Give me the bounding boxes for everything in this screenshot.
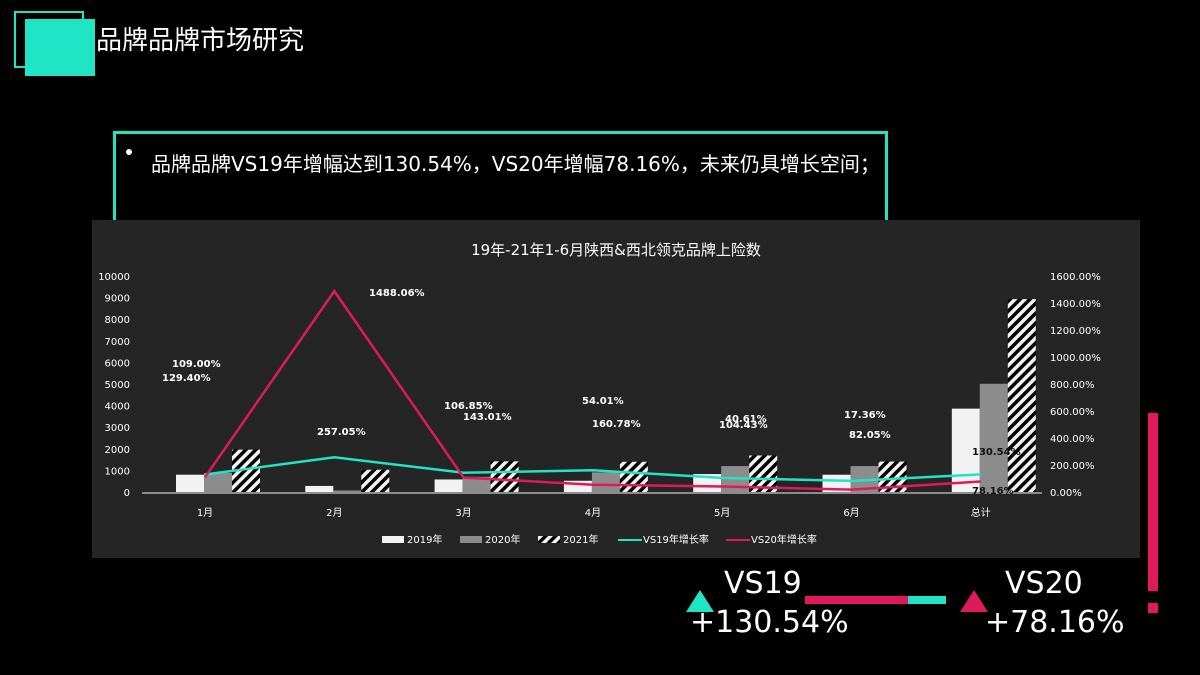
legend-entry: 2020年 bbox=[485, 533, 520, 546]
line-VS20年增长率 bbox=[203, 288, 981, 491]
data-label-vs20: 54.01% bbox=[582, 396, 624, 407]
y-left-tick: 2000 bbox=[105, 445, 130, 456]
bar-2021年 bbox=[1007, 299, 1036, 492]
y-left-tick: 6000 bbox=[105, 358, 130, 369]
bullet-icon bbox=[126, 149, 132, 155]
y-right-tick: 200.00% bbox=[1050, 461, 1095, 472]
bar-2020年 bbox=[462, 476, 491, 492]
y-left-tick: 9000 bbox=[105, 294, 130, 305]
legend-entry: 2021年 bbox=[563, 533, 598, 546]
combo-chart: 19年-21年1-6月陕西&西北领克品牌上险数 0 1000 2000 3000 4000… bbox=[98, 241, 1101, 546]
y-left-tick: 4000 bbox=[105, 402, 130, 413]
x-tick: 1月 bbox=[197, 507, 213, 519]
y-right-tick: 0.00% bbox=[1050, 488, 1082, 499]
ratio-bar-pink bbox=[805, 596, 908, 604]
kpi-vs19-value: +130.54% bbox=[690, 605, 849, 640]
data-label-vs19: 130.54% bbox=[972, 447, 1021, 458]
bar-2019年 bbox=[563, 480, 592, 492]
ratio-bar-teal bbox=[908, 596, 946, 604]
page-title: 品牌品牌市场研究 bbox=[96, 26, 305, 56]
kpi-vs20-label: VS20 bbox=[1005, 566, 1083, 601]
logo-mark-fill bbox=[25, 19, 95, 76]
y-right-tick: 1600.00% bbox=[1050, 272, 1101, 283]
bar-2021年 bbox=[490, 461, 519, 492]
x-tick: 5月 bbox=[714, 507, 730, 519]
y-left-tick: 8000 bbox=[105, 315, 130, 326]
exclamation-icon bbox=[1148, 413, 1158, 591]
bar-2020年 bbox=[204, 472, 232, 492]
kpi-vs20-value: +78.16% bbox=[985, 605, 1125, 640]
chart-panel: 19年-21年1-6月陕西&西北领克品牌上险数 0 1000 2000 3000 4000… bbox=[92, 220, 1140, 558]
data-label-vs19: 143.01% bbox=[463, 412, 512, 423]
bar-2021年 bbox=[619, 461, 648, 492]
y-right-tick: 800.00% bbox=[1050, 380, 1095, 391]
legend-entry: 2019年 bbox=[407, 533, 442, 546]
summary-box: 品牌品牌VS19年增幅达到130.54%，VS20年增幅78.16%，未来仍具增… bbox=[113, 131, 888, 241]
summary-text: 品牌品牌VS19年增幅达到130.54%，VS20年增幅78.16%，未来仍具增… bbox=[151, 152, 880, 176]
y-left-tick: 5000 bbox=[105, 380, 130, 391]
bar-2019年 bbox=[951, 408, 980, 492]
data-label-vs20: 40.61% bbox=[725, 414, 767, 425]
x-tick: 3月 bbox=[455, 507, 471, 519]
bar-2020年 bbox=[979, 383, 1008, 492]
data-label-vs19: 129.40% bbox=[162, 373, 211, 384]
y-left-tick: 10000 bbox=[98, 272, 130, 283]
y-left-tick: 7000 bbox=[105, 337, 130, 348]
data-label-vs20: 78.16% bbox=[972, 486, 1014, 497]
up-triangle-icon bbox=[960, 590, 988, 612]
y-left-tick: 0 bbox=[124, 488, 130, 499]
x-tick: 总计 bbox=[971, 506, 991, 519]
bar-2019年 bbox=[822, 474, 851, 492]
logo-mark-outline bbox=[14, 11, 95, 76]
legend-entry: VS19年增长率 bbox=[643, 533, 709, 546]
bar-2019年 bbox=[305, 485, 334, 492]
data-label-vs20: 17.36% bbox=[844, 410, 886, 421]
data-label-vs19: 160.78% bbox=[592, 419, 641, 430]
line-VS19年增长率 bbox=[204, 456, 981, 483]
bar-2019年 bbox=[434, 479, 463, 492]
bar-2020年 bbox=[591, 472, 620, 492]
y-left-tick: 1000 bbox=[105, 466, 130, 477]
data-label-vs19: 257.05% bbox=[317, 427, 366, 438]
bar-2021年 bbox=[749, 455, 778, 492]
legend-entry: VS20年增长率 bbox=[751, 533, 817, 546]
y-right-tick: 1400.00% bbox=[1050, 299, 1101, 310]
x-tick: 2月 bbox=[326, 507, 342, 519]
data-label-vs20: 109.00% bbox=[172, 359, 221, 370]
y-left-tick: 3000 bbox=[105, 423, 130, 434]
y-right-tick: 1200.00% bbox=[1050, 326, 1101, 337]
bar-2021年 bbox=[361, 469, 390, 492]
y-right-tick: 600.00% bbox=[1050, 407, 1095, 418]
y-right-tick: 1000.00% bbox=[1050, 353, 1101, 364]
kpi-vs19-label: VS19 bbox=[724, 566, 802, 601]
data-label-vs19: 104.43% bbox=[719, 420, 768, 431]
data-label-vs20: 106.85% bbox=[444, 401, 493, 412]
exclamation-dot-icon bbox=[1148, 603, 1158, 613]
x-tick: 6月 bbox=[843, 507, 859, 519]
x-tick: 4月 bbox=[585, 507, 601, 519]
bar-2020年 bbox=[333, 490, 362, 492]
bar-2019年 bbox=[176, 474, 204, 492]
y-right-tick: 400.00% bbox=[1050, 434, 1095, 445]
chart-title: 19年-21年1-6月陕西&西北领克品牌上险数 bbox=[471, 241, 761, 259]
up-triangle-icon bbox=[686, 590, 714, 612]
data-label-vs19: 82.05% bbox=[849, 430, 891, 441]
data-label-vs20: 1488.06% bbox=[369, 288, 425, 299]
